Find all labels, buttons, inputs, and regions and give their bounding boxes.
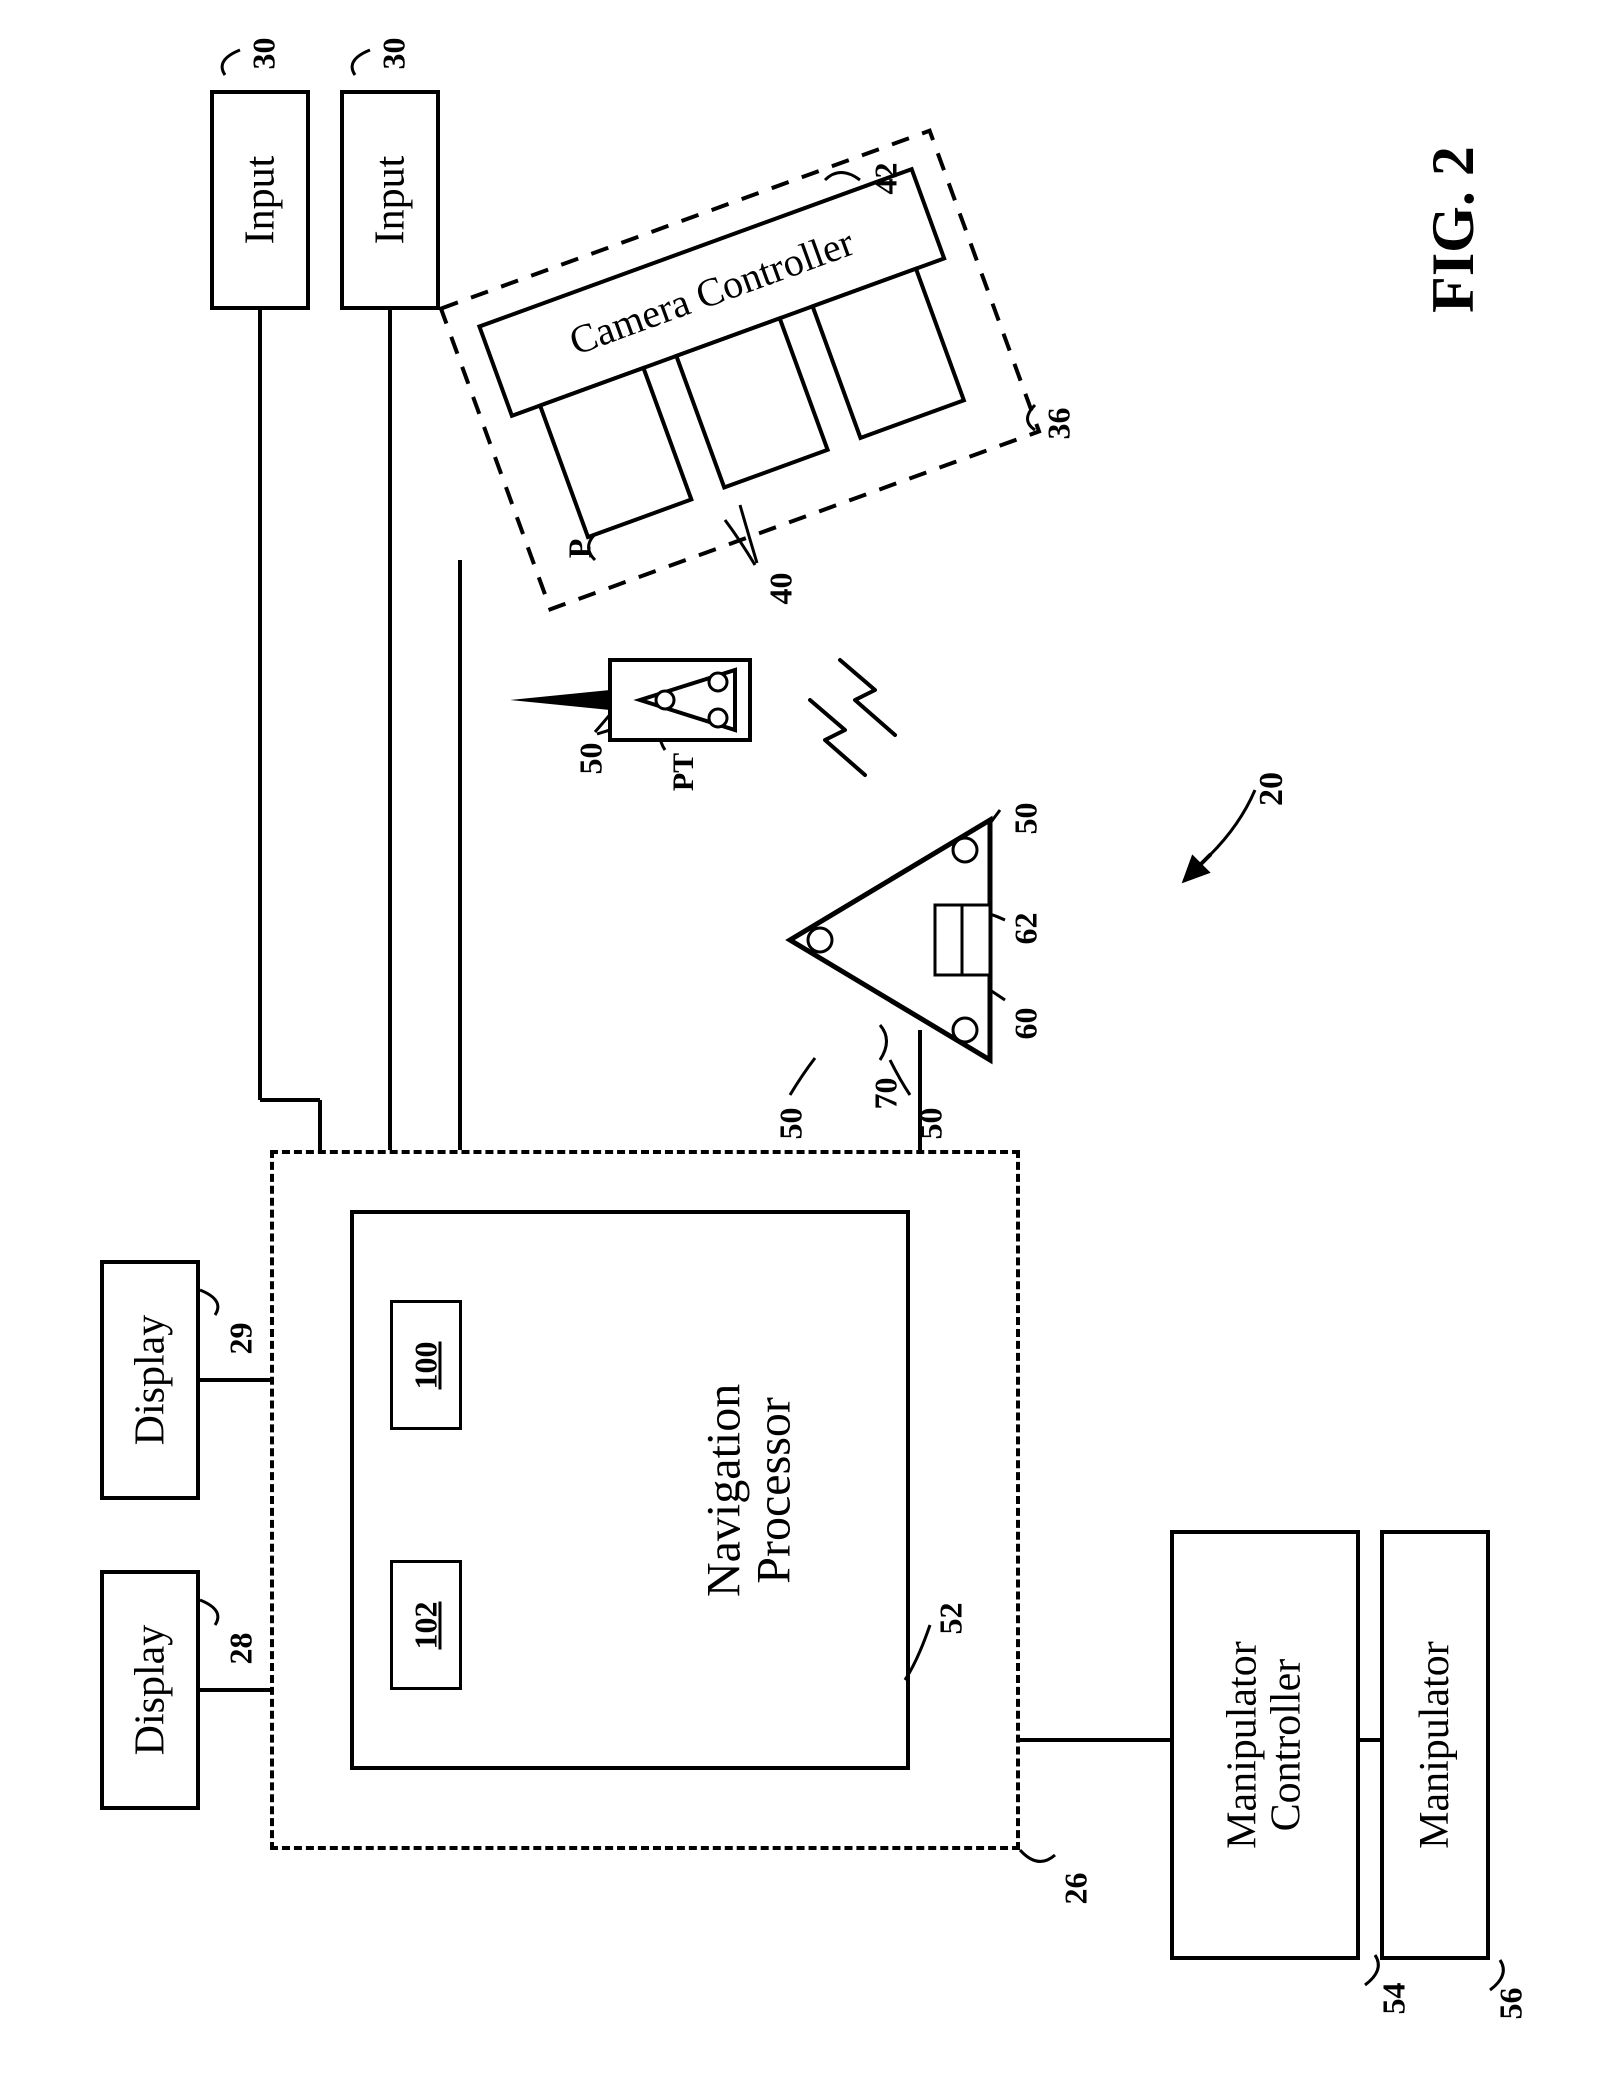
ref-52: 52: [933, 1603, 970, 1635]
ref-36: 36: [1041, 408, 1078, 440]
nav-sub-102: 102: [390, 1560, 462, 1690]
ref-50-a: 50: [1008, 803, 1045, 835]
ref-30a: 30: [376, 38, 413, 70]
nav-sub-100-label: 100: [408, 1341, 445, 1389]
ref-50-pointer: 50: [573, 743, 610, 775]
manipulator-box: Manipulator: [1380, 1530, 1490, 1960]
ref-50-b: 50: [913, 1108, 950, 1140]
ref-20: 20: [1253, 772, 1291, 806]
tracker-triangle: [790, 820, 990, 1060]
display-29-label: Display: [128, 1315, 172, 1446]
input-2-label: Input: [238, 156, 282, 245]
ref-42: 42: [868, 163, 905, 195]
ref-29: 29: [223, 1323, 260, 1355]
camera-controller-text: Camera Controller: [563, 219, 859, 363]
manipulator-controller-label: ManipulatorController: [1221, 1641, 1309, 1849]
pointer-probe: [510, 660, 750, 740]
ref-P: P: [561, 539, 598, 559]
ref-70: 70: [868, 1078, 905, 1110]
ref-54: 54: [1376, 1983, 1413, 2015]
manipulator-controller-box: ManipulatorController: [1170, 1530, 1360, 1960]
display-28-label: Display: [128, 1625, 172, 1756]
ref-56: 56: [1493, 1988, 1530, 2020]
navigation-processor-label: NavigationProcessor: [700, 1383, 801, 1596]
ref-26: 26: [1058, 1873, 1095, 1905]
ref-28: 28: [223, 1633, 260, 1665]
ref-50-c: 50: [773, 1108, 810, 1140]
nav-sub-100: 100: [390, 1300, 462, 1430]
display-28-box: Display: [100, 1570, 200, 1810]
ref-40: 40: [763, 573, 800, 605]
ref-PT: PT: [667, 753, 701, 791]
input-2-box: Input: [210, 90, 310, 310]
manipulator-label: Manipulator: [1413, 1641, 1457, 1849]
input-1-box: Input: [340, 90, 440, 310]
nav-sub-102-label: 102: [408, 1601, 445, 1649]
camera-unit-group: Camera Controller: [441, 131, 1039, 610]
display-29-box: Display: [100, 1260, 200, 1500]
input-1-label: Input: [368, 156, 412, 245]
ref-62: 62: [1008, 913, 1045, 945]
ref-30b: 30: [246, 38, 283, 70]
figure-label: FIG. 2: [1419, 146, 1488, 313]
ref-60: 60: [1008, 1008, 1045, 1040]
